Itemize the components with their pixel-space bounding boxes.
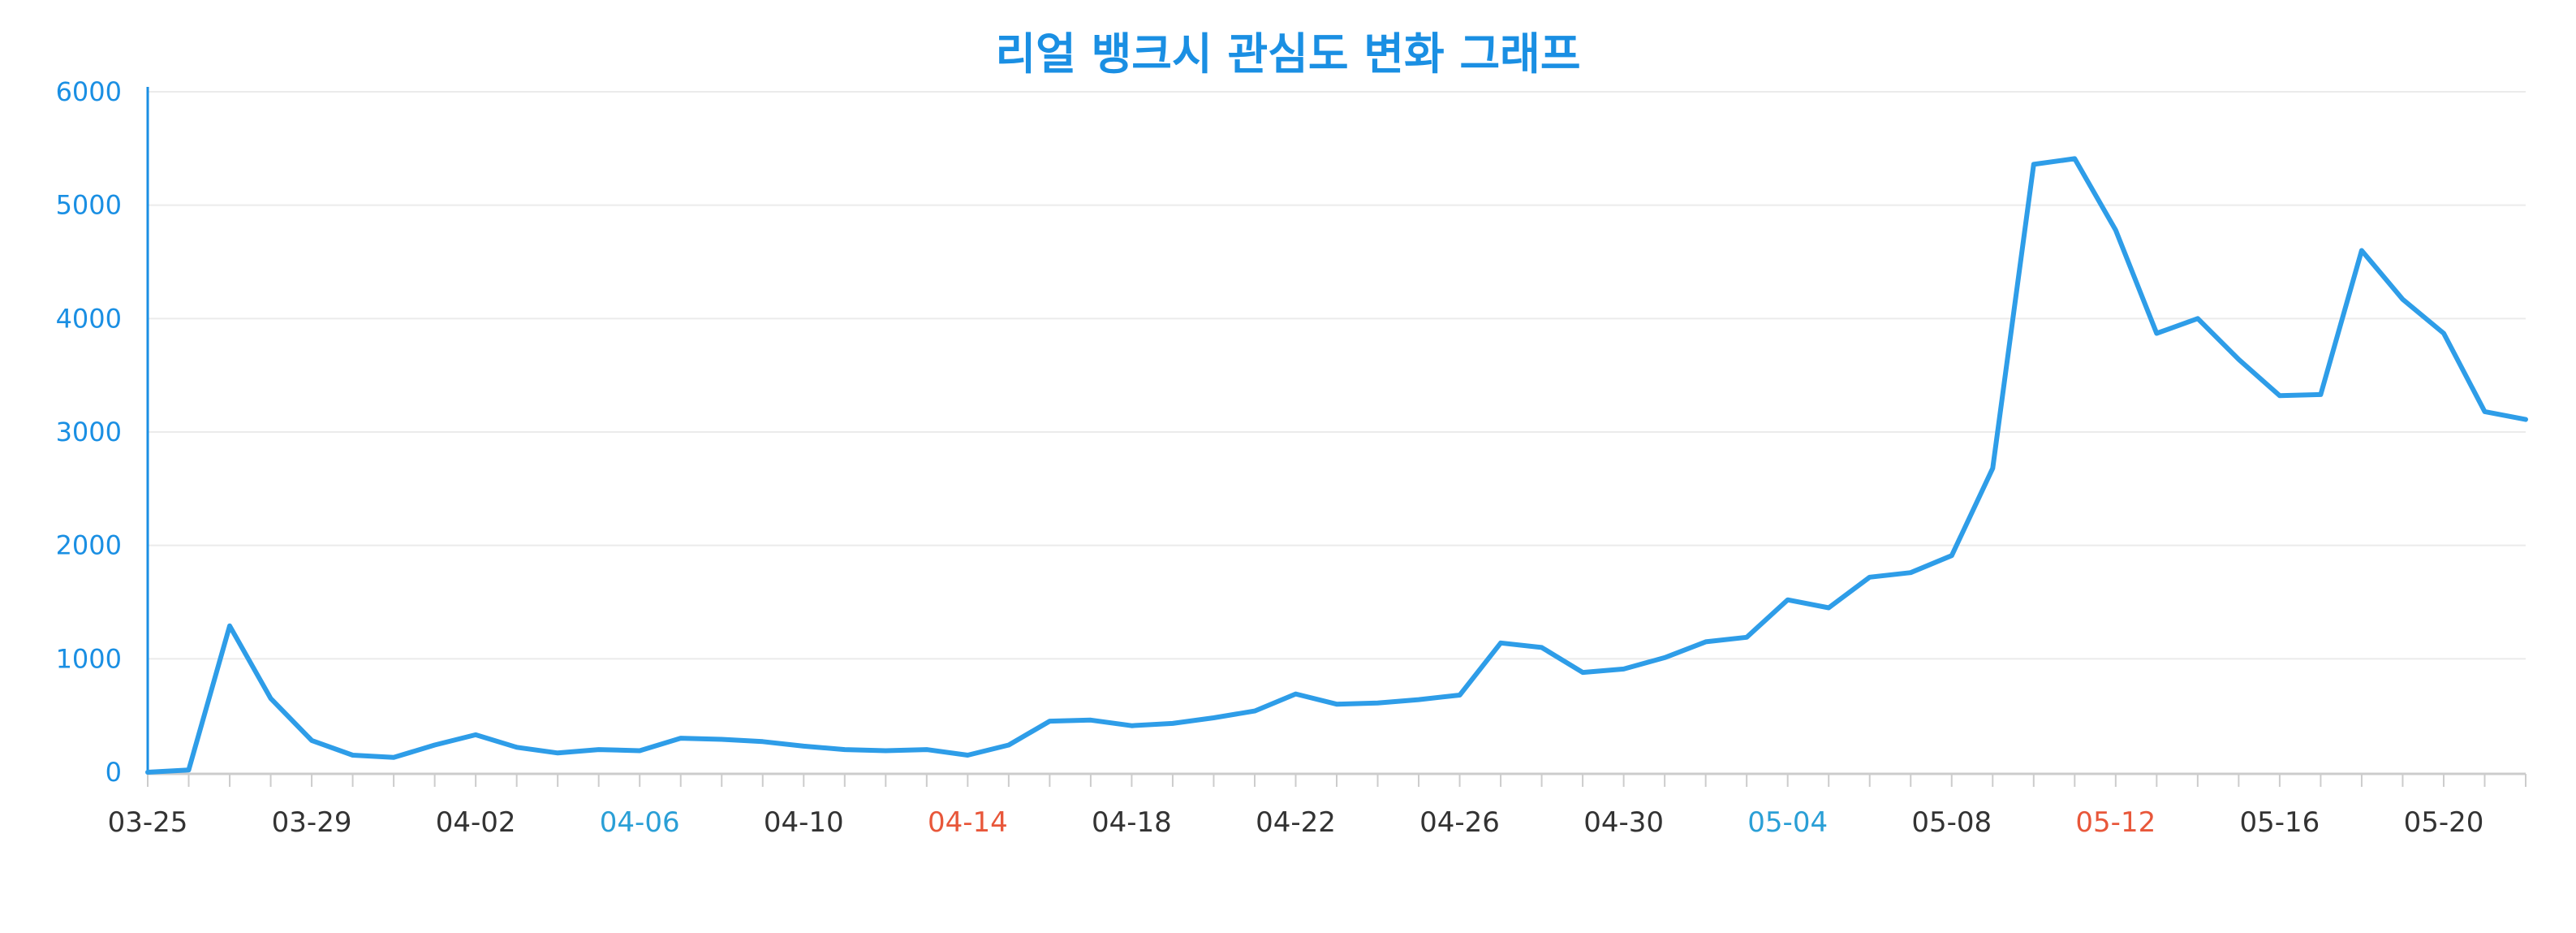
data-point — [1949, 553, 1954, 558]
x-tick-label: 03-29 — [272, 806, 352, 839]
data-point — [760, 739, 765, 744]
data-point — [473, 732, 478, 737]
data-point — [2236, 357, 2241, 362]
data-point — [1252, 709, 1257, 714]
data-point — [1458, 693, 1462, 698]
data-point — [555, 750, 560, 755]
data-point — [1498, 641, 1503, 646]
data-point — [2031, 162, 2036, 166]
data-point — [1908, 570, 1913, 575]
data-point — [1786, 598, 1790, 603]
data-point — [1826, 605, 1831, 610]
data-point — [2400, 297, 2405, 302]
x-tick-label: 04-26 — [1419, 806, 1500, 839]
y-tick-label: 0 — [106, 757, 122, 788]
data-point — [1088, 718, 1093, 723]
data-point — [1416, 698, 1421, 702]
data-point — [2441, 330, 2446, 335]
data-point — [187, 767, 192, 772]
data-point — [1170, 721, 1175, 726]
y-tick-label: 6000 — [56, 76, 122, 107]
x-tick-label: 04-30 — [1583, 806, 1664, 839]
data-point — [1704, 639, 1708, 644]
data-point — [883, 748, 888, 753]
x-tick-label: 03-25 — [108, 806, 188, 839]
x-tick-label: 05-04 — [1747, 806, 1828, 839]
data-point — [1376, 701, 1381, 706]
data-point — [433, 742, 437, 747]
chart-title: 리얼 뱅크시 관심도 변화 그래프 — [995, 28, 1581, 80]
data-point — [801, 744, 806, 749]
data-point — [842, 747, 847, 752]
data-point — [1129, 724, 1134, 728]
x-tick-label: 04-22 — [1256, 806, 1336, 839]
data-point — [597, 747, 601, 752]
data-point — [1211, 715, 1216, 720]
data-point — [515, 745, 519, 749]
data-point — [145, 770, 150, 775]
x-tick-label: 04-10 — [764, 806, 844, 839]
data-point — [637, 748, 642, 753]
tick-labels: 0 1000 2000 3000 4000 5000 6000 03-25 03-29 04-02… — [56, 76, 2484, 839]
data-point — [1580, 670, 1585, 675]
data-point — [1334, 702, 1339, 706]
x-tick-label: 05-12 — [2075, 806, 2156, 839]
data-point — [924, 747, 929, 752]
data-point — [2154, 330, 2159, 335]
data-point — [1006, 742, 1011, 747]
data-point — [965, 753, 970, 758]
x-tick-label: 04-02 — [436, 806, 516, 839]
data-point — [678, 736, 683, 741]
y-tick-label: 4000 — [56, 303, 122, 334]
data-point — [269, 696, 274, 701]
data-point — [1047, 719, 1052, 724]
data-point — [1662, 655, 1667, 660]
axes — [146, 87, 2526, 787]
data-point — [1990, 466, 1995, 471]
series-layer — [145, 156, 2528, 775]
data-point — [1744, 635, 1749, 640]
data-point — [391, 755, 396, 760]
y-tick-label: 3000 — [56, 417, 122, 447]
data-point — [351, 753, 355, 758]
series-line-0 — [145, 156, 2528, 775]
x-tick-label: 05-08 — [1911, 806, 1992, 839]
y-tick-label: 5000 — [56, 190, 122, 221]
y-tick-label: 1000 — [56, 643, 122, 674]
data-point — [1867, 575, 1872, 580]
x-tick-label: 04-14 — [928, 806, 1008, 839]
data-point — [2359, 248, 2364, 253]
grid-lines — [148, 91, 2526, 660]
data-point — [2195, 316, 2200, 321]
data-point — [1293, 692, 1298, 697]
x-tick-label: 04-18 — [1092, 806, 1172, 839]
data-point — [2072, 156, 2077, 161]
x-tick-label: 05-16 — [2239, 806, 2320, 839]
x-tick-label: 05-20 — [2404, 806, 2484, 839]
data-point — [1540, 645, 1544, 650]
data-point — [2113, 227, 2118, 232]
data-point — [2482, 409, 2487, 414]
data-point — [1622, 667, 1626, 672]
x-tick-label: 04-06 — [600, 806, 680, 839]
data-point — [2523, 417, 2528, 422]
data-point — [2277, 393, 2282, 398]
data-point — [309, 738, 314, 743]
data-point — [227, 624, 232, 628]
y-tick-label: 2000 — [56, 530, 122, 561]
data-point — [2318, 392, 2323, 397]
data-point — [719, 736, 724, 741]
